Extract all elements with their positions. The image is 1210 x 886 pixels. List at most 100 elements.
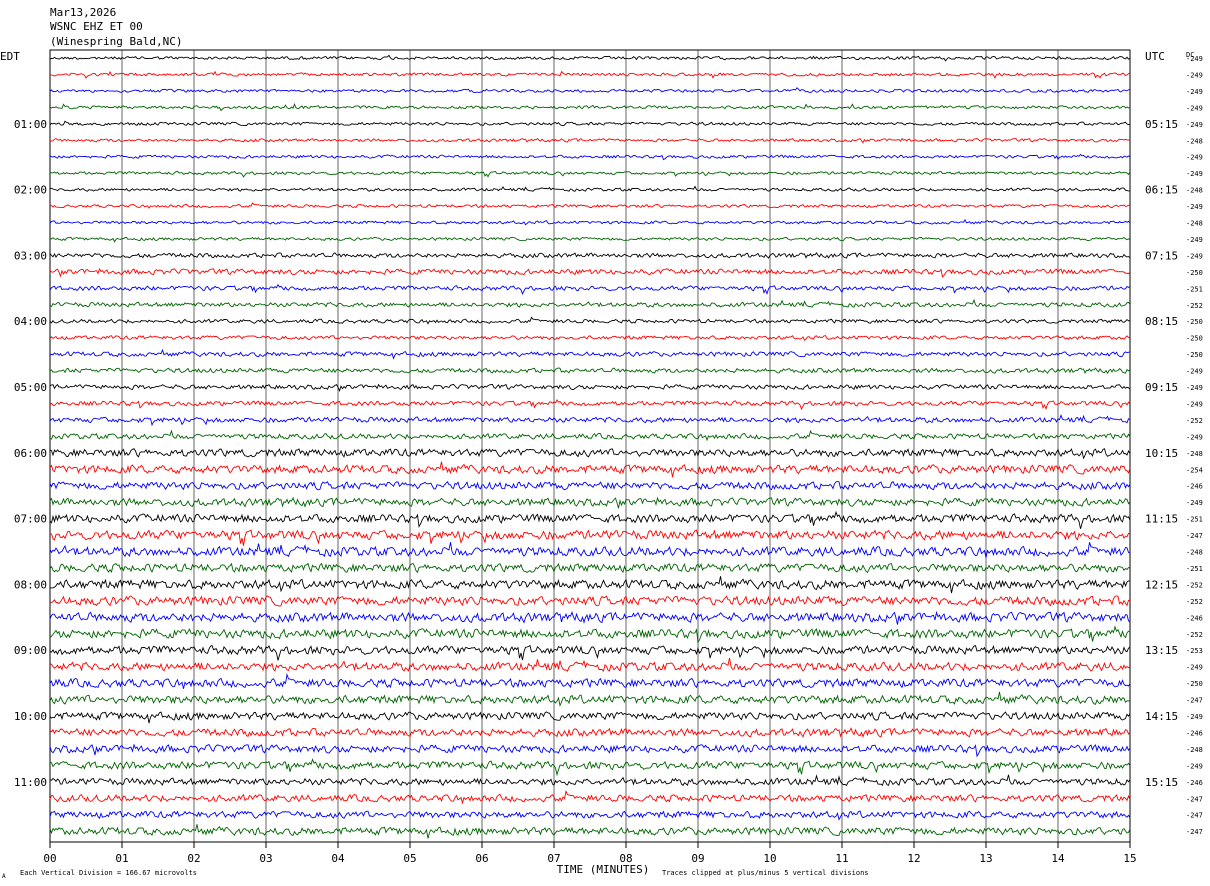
plot-frame	[49, 49, 1131, 843]
dc-value: -250	[1186, 318, 1203, 326]
seismic-trace	[49, 399, 1131, 411]
x-tick-label: 07	[547, 852, 560, 865]
x-axis-label: TIME (MINUTES)	[557, 863, 650, 876]
dc-value: -249	[1186, 400, 1203, 408]
seismic-trace	[49, 316, 1131, 325]
location-label: (Winespring Bald,NC)	[50, 35, 182, 48]
seismic-trace	[49, 335, 1131, 342]
dc-value: -250	[1186, 335, 1203, 343]
dc-value: -247	[1186, 795, 1203, 803]
dc-value: -248	[1186, 450, 1203, 458]
seismic-trace	[49, 789, 1131, 805]
seismic-trace	[49, 120, 1131, 126]
seismic-trace	[49, 102, 1131, 112]
x-tick-label: 11	[835, 852, 848, 865]
left-hour-label: 07:00	[14, 513, 47, 526]
left-hour-label: 03:00	[14, 249, 47, 262]
right-hour-label: 08:15	[1145, 315, 1178, 328]
x-tick-label: 01	[115, 852, 128, 865]
x-tick-label: 06	[475, 852, 488, 865]
seismic-trace	[49, 185, 1131, 192]
seismic-trace	[49, 529, 1131, 546]
seismic-trace	[49, 54, 1131, 62]
seismic-trace	[49, 413, 1131, 427]
dc-value: -248	[1186, 137, 1203, 145]
seismic-trace	[49, 153, 1131, 161]
left-hour-label: 11:00	[14, 776, 47, 789]
left-hour-label: 04:00	[14, 315, 47, 328]
right-hour-label: 07:15	[1145, 249, 1178, 262]
dc-value: -252	[1186, 302, 1203, 310]
date-label: Mar13,2026	[50, 6, 116, 19]
seismic-trace	[49, 610, 1131, 625]
dc-value: -249	[1186, 384, 1203, 392]
x-tick-label: 03	[259, 852, 272, 865]
scale-note: Each Vertical Division = 166.67 microvol…	[20, 869, 197, 877]
seismic-trace	[49, 562, 1131, 574]
minute-grid	[121, 50, 1059, 842]
right-hour-labels: 05:15 06:15 07:15 08:15 09:15 10:15 11:15 12:15…	[1145, 118, 1178, 789]
dc-value: -248	[1186, 549, 1203, 557]
dc-value: -251	[1186, 516, 1203, 524]
seismic-trace	[49, 727, 1131, 739]
x-tick-label: 05	[403, 852, 416, 865]
x-tick-label: 14	[1051, 852, 1065, 865]
x-tick-label: 12	[907, 852, 920, 865]
seismic-trace	[49, 218, 1131, 226]
dc-value: -249	[1186, 762, 1203, 770]
dc-value: -253	[1186, 647, 1203, 655]
dc-value: -250	[1186, 351, 1203, 359]
dc-value: -252	[1186, 581, 1203, 589]
dc-value: -254	[1186, 466, 1203, 474]
seismic-trace	[49, 810, 1131, 821]
dc-value: -246	[1186, 779, 1203, 787]
dc-value: -247	[1186, 697, 1203, 705]
left-hour-label: 01:00	[14, 118, 47, 131]
seismic-trace	[49, 743, 1131, 758]
seismic-trace	[49, 644, 1131, 661]
seismic-trace	[49, 202, 1130, 209]
dc-value: -250	[1186, 269, 1203, 277]
seismic-trace	[49, 236, 1131, 243]
right-hour-label: 15:15	[1145, 776, 1178, 789]
seismic-trace	[49, 542, 1131, 558]
right-hour-label: 10:15	[1145, 447, 1178, 460]
seismic-trace	[49, 367, 1131, 374]
dc-value: -249	[1186, 368, 1203, 376]
x-axis-ticks: 00 01 02 03 04 05 06 07 08 09 10 11 12 13 14 15	[43, 842, 1137, 865]
dc-value: -246	[1186, 483, 1203, 491]
dc-value: -247	[1186, 532, 1203, 540]
dc-value: -247	[1186, 812, 1203, 820]
right-hour-label: 09:15	[1145, 381, 1178, 394]
x-tick-label: 10	[763, 852, 776, 865]
seismic-trace	[49, 758, 1131, 777]
seismic-trace	[49, 448, 1131, 460]
seismic-trace	[49, 137, 1131, 144]
x-tick-label: 15	[1123, 852, 1136, 865]
dc-value: -249	[1186, 170, 1203, 178]
dc-values: -249 -249 -249 -249 -249 -248 -249 -249 -248 -249…	[1186, 55, 1203, 836]
dc-value: -252	[1186, 598, 1203, 606]
seismic-trace	[49, 595, 1131, 607]
dc-value: -252	[1186, 417, 1203, 425]
dc-value: -248	[1186, 187, 1203, 195]
left-hour-label: 10:00	[14, 710, 47, 723]
dc-value: -248	[1186, 746, 1203, 754]
x-tick-label: 09	[691, 852, 704, 865]
seismic-traces	[49, 54, 1131, 839]
dc-value: -249	[1186, 713, 1203, 721]
dc-value: -249	[1186, 499, 1203, 507]
dc-value: -246	[1186, 729, 1203, 737]
x-tick-label: 13	[979, 852, 992, 865]
right-hour-label: 12:15	[1145, 578, 1178, 591]
seismic-trace	[49, 267, 1131, 278]
left-hour-label: 05:00	[14, 381, 47, 394]
seismic-trace	[49, 824, 1131, 839]
dc-value: -251	[1186, 565, 1203, 573]
left-hour-labels: 01:00 02:00 03:00 04:00 05:00 06:00 07:00 08:00…	[14, 118, 47, 789]
seismic-trace	[49, 348, 1131, 360]
right-zone-label: UTC	[1145, 50, 1165, 63]
seismic-trace	[49, 774, 1131, 787]
seismic-trace	[49, 461, 1131, 478]
